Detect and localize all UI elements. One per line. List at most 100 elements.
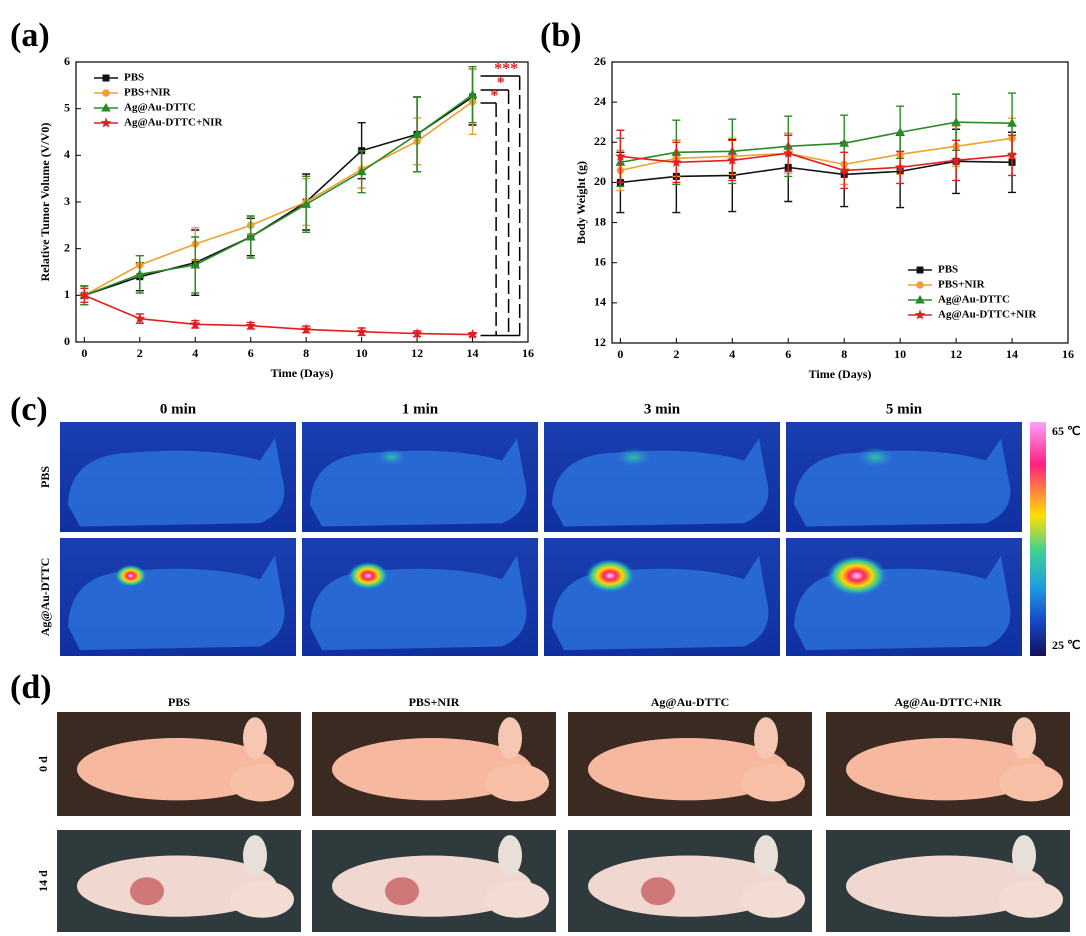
row-label: 0 d xyxy=(36,756,50,772)
legend-label: PBS xyxy=(124,72,144,84)
legend-label: PBS xyxy=(938,264,958,276)
y-tick-label: 3 xyxy=(64,194,70,208)
y-axis-title: Relative Tumor Volume (V/V0) xyxy=(38,123,52,282)
y-tick-label: 18 xyxy=(594,214,606,228)
heat-spot xyxy=(616,448,650,467)
legend-label: Ag@Au-DTTC+NIR xyxy=(124,117,223,129)
mouse-head xyxy=(230,881,294,918)
x-axis-title: Time (Days) xyxy=(271,366,334,380)
x-tick-label: 4 xyxy=(192,346,198,360)
group-label: Ag@Au-DTTC+NIR xyxy=(894,695,1002,709)
scale-min: 25 ℃ xyxy=(1052,638,1080,652)
scale-max: 65 ℃ xyxy=(1052,424,1080,438)
panel-label: (c) xyxy=(10,391,48,428)
heat-spot xyxy=(377,449,405,465)
mouse-ear xyxy=(754,835,778,876)
mouse-head xyxy=(999,881,1063,918)
heat-spot xyxy=(115,565,146,587)
y-tick-label: 14 xyxy=(594,295,606,309)
mouse-ear xyxy=(498,835,522,876)
mouse-ear xyxy=(754,717,778,759)
y-tick-label: 22 xyxy=(594,134,606,148)
y-tick-label: 0 xyxy=(64,334,70,348)
time-label: 5 min xyxy=(886,401,923,417)
legend-label: Ag@Au-DTTC+NIR xyxy=(938,309,1037,321)
panel-label: (d) xyxy=(10,669,52,706)
time-label: 3 min xyxy=(644,401,681,417)
tumor xyxy=(641,877,675,905)
marker xyxy=(136,314,144,322)
tumor xyxy=(385,877,419,905)
group-label: PBS xyxy=(168,695,190,709)
x-tick-label: 8 xyxy=(841,347,847,361)
panel-label: (b) xyxy=(540,17,582,54)
x-tick-label: 6 xyxy=(248,346,254,360)
legend-label: Ag@Au-DTTC xyxy=(124,102,196,114)
mouse-head xyxy=(999,764,1063,801)
y-tick-label: 20 xyxy=(594,174,606,188)
marker xyxy=(103,75,109,81)
y-tick-label: 6 xyxy=(64,54,70,68)
legend-label: PBS+NIR xyxy=(938,279,986,291)
y-tick-label: 1 xyxy=(64,287,70,301)
marker xyxy=(916,311,924,319)
row-label: 14 d xyxy=(36,870,50,892)
mouse-head xyxy=(741,764,805,801)
y-axis-title: Body Weight (g) xyxy=(574,161,588,244)
x-axis-title: Time (Days) xyxy=(809,367,872,381)
mouse-head xyxy=(485,881,549,918)
series-line xyxy=(84,295,472,334)
significance-mark: * xyxy=(490,88,498,105)
time-label: 1 min xyxy=(402,401,439,417)
row-label: PBS xyxy=(38,466,52,488)
marker xyxy=(103,90,110,97)
marker xyxy=(1008,151,1016,159)
mouse-ear xyxy=(1012,717,1036,759)
marker xyxy=(616,152,624,160)
marker xyxy=(917,282,924,289)
mouse-head xyxy=(741,881,805,918)
tumor xyxy=(130,877,164,905)
x-tick-label: 2 xyxy=(137,346,143,360)
heat-spot xyxy=(857,447,894,467)
x-tick-label: 12 xyxy=(950,347,962,361)
mouse-ear xyxy=(243,835,267,876)
heat-spot xyxy=(586,559,635,592)
x-tick-label: 14 xyxy=(1006,347,1018,361)
figure: (a) (b) (c) (d) 02468101214160123456Time… xyxy=(0,0,1086,936)
y-tick-label: 4 xyxy=(64,147,70,161)
mouse-ear xyxy=(1012,835,1036,876)
y-tick-label: 2 xyxy=(64,240,70,254)
legend-label: Ag@Au-DTTC xyxy=(938,294,1010,306)
mouse-ear xyxy=(243,717,267,759)
heat-spot xyxy=(348,562,388,589)
x-tick-label: 4 xyxy=(729,347,735,361)
group-label: Ag@Au-DTTC xyxy=(651,695,730,709)
x-tick-label: 0 xyxy=(81,346,87,360)
mouse-head xyxy=(485,764,549,801)
time-label: 0 min xyxy=(160,401,197,417)
y-tick-label: 26 xyxy=(594,54,606,68)
y-tick-label: 5 xyxy=(64,100,70,114)
x-tick-label: 10 xyxy=(894,347,906,361)
x-tick-label: 2 xyxy=(673,347,679,361)
group-label: PBS+NIR xyxy=(409,695,460,709)
legend-label: PBS+NIR xyxy=(124,87,172,99)
x-tick-label: 16 xyxy=(1062,347,1074,361)
panel-label: (a) xyxy=(10,17,50,54)
x-tick-label: 0 xyxy=(617,347,623,361)
x-tick-label: 8 xyxy=(303,346,309,360)
x-tick-label: 16 xyxy=(522,346,534,360)
mouse-ear xyxy=(498,717,522,759)
mouse-head xyxy=(230,764,294,801)
marker xyxy=(917,267,923,273)
y-tick-label: 24 xyxy=(594,94,606,108)
x-tick-label: 14 xyxy=(467,346,479,360)
x-tick-label: 10 xyxy=(356,346,368,360)
y-tick-label: 12 xyxy=(594,335,606,349)
marker xyxy=(102,119,110,127)
row-label: Ag@Au-DTTC xyxy=(38,558,52,637)
y-tick-label: 16 xyxy=(594,254,606,268)
x-tick-label: 12 xyxy=(411,346,423,360)
color-scale xyxy=(1030,422,1046,656)
